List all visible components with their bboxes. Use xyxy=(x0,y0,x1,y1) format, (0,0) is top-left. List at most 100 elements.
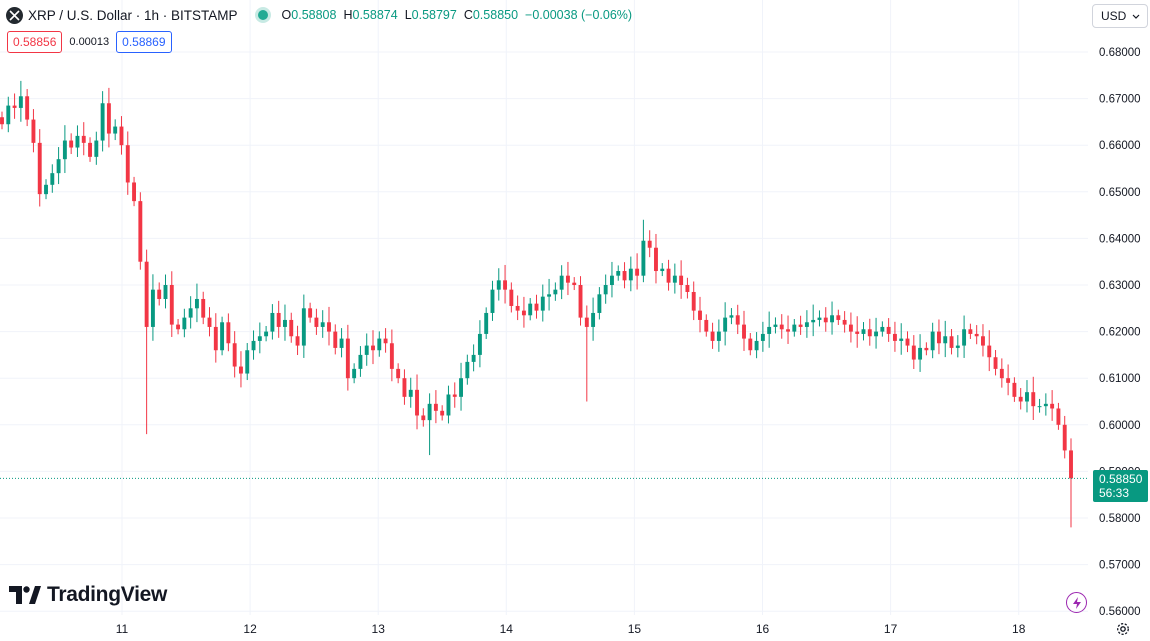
candle-body xyxy=(698,310,702,320)
candle-body xyxy=(962,329,967,346)
candle-body xyxy=(484,312,489,334)
candle-body xyxy=(786,329,790,332)
lightning-icon[interactable] xyxy=(1066,592,1087,613)
candle-body xyxy=(169,285,174,325)
candle-body xyxy=(616,271,621,276)
candle-body xyxy=(704,319,709,332)
candle-body xyxy=(75,135,80,148)
candle-body xyxy=(842,319,847,325)
candle-body xyxy=(1056,408,1061,425)
candle-body xyxy=(911,345,916,360)
candle-body xyxy=(320,322,325,327)
candle-body xyxy=(446,394,451,416)
candle-body xyxy=(377,338,382,351)
candle-body xyxy=(899,338,904,341)
candle-body xyxy=(471,354,476,362)
candle-body xyxy=(37,142,42,195)
y-tick-label: 0.61000 xyxy=(1099,373,1141,385)
candle-body xyxy=(779,324,784,330)
candle-body xyxy=(207,317,212,327)
x-tick-label: 12 xyxy=(243,622,257,636)
candle-body xyxy=(792,324,797,332)
candle-body xyxy=(301,308,306,346)
candle-body xyxy=(597,294,602,313)
candle-body xyxy=(654,247,658,272)
candle-body xyxy=(968,329,973,334)
currency-select[interactable]: USD xyxy=(1092,4,1148,28)
candle-body xyxy=(232,343,237,367)
candle-body xyxy=(163,285,168,299)
candle-body xyxy=(804,322,809,327)
candle-body xyxy=(18,96,23,108)
candle-body xyxy=(113,126,118,134)
candle-body xyxy=(748,338,753,351)
candle-body xyxy=(220,322,225,351)
candle-body xyxy=(264,331,269,337)
candle-body xyxy=(817,317,822,320)
x-tick-label: 14 xyxy=(500,622,514,636)
candle-body xyxy=(289,319,294,337)
brand-name: TradingView xyxy=(47,583,168,606)
spread-value: 0.00013 xyxy=(69,36,110,48)
candle-body xyxy=(660,268,665,272)
tradingview-logo[interactable]: TradingView xyxy=(9,583,167,607)
candle-body xyxy=(496,280,501,290)
candle-body xyxy=(918,347,923,360)
candle-body xyxy=(735,315,740,325)
candle-body xyxy=(635,268,640,276)
y-tick-label: 0.62000 xyxy=(1099,327,1141,339)
candle-body xyxy=(641,240,646,276)
candle-body xyxy=(823,317,828,323)
candle-body xyxy=(339,338,344,348)
candle-body xyxy=(182,317,187,330)
candle-body xyxy=(452,394,457,397)
candle-body xyxy=(1037,406,1042,408)
candle-body xyxy=(358,354,363,369)
candle-body xyxy=(534,303,539,311)
candle-body xyxy=(421,415,426,421)
candle-body xyxy=(440,410,445,416)
candle-body xyxy=(572,282,577,285)
candle-body xyxy=(213,326,218,351)
candle-body xyxy=(874,331,879,337)
gear-icon[interactable] xyxy=(1115,621,1131,641)
candle-body xyxy=(521,310,526,316)
candle-body xyxy=(666,268,671,283)
candle-body xyxy=(415,389,419,416)
sell-price-button[interactable]: 0.58856 xyxy=(7,31,63,53)
candle-body xyxy=(31,119,36,143)
candle-body xyxy=(144,261,149,327)
candle-body xyxy=(333,331,338,348)
candle-body xyxy=(672,275,677,283)
candle-body xyxy=(754,340,759,351)
candle-body xyxy=(867,329,872,337)
buy-price-button[interactable]: 0.58869 xyxy=(116,31,172,53)
x-tick-label: 18 xyxy=(1012,622,1026,636)
candle-body xyxy=(547,294,552,297)
candle-body xyxy=(528,303,533,316)
candle-body xyxy=(276,312,281,327)
y-tick-label: 0.63000 xyxy=(1099,280,1141,292)
live-status-icon xyxy=(257,10,268,20)
candle-body xyxy=(1031,392,1036,407)
candle-body xyxy=(679,275,684,285)
candle-body xyxy=(540,296,545,311)
candle-body xyxy=(50,173,55,185)
y-tick-label: 0.65000 xyxy=(1099,187,1141,199)
candle-body xyxy=(1006,378,1011,383)
chart-header: XRP / U.S. Dollar · 1h · BITSTAMP O0.588… xyxy=(6,6,639,24)
candle-body xyxy=(685,285,690,292)
candle-body xyxy=(848,324,853,332)
candle-body xyxy=(345,338,350,379)
candle-body xyxy=(477,333,482,355)
candle-body xyxy=(194,298,199,309)
candle-body xyxy=(886,326,891,334)
x-tick-label: 13 xyxy=(372,622,386,636)
candle-body xyxy=(157,289,162,299)
candle-body xyxy=(930,331,935,351)
y-tick-label: 0.57000 xyxy=(1099,560,1141,572)
y-tick-label: 0.58000 xyxy=(1099,513,1141,525)
candle-body xyxy=(352,368,357,379)
symbol-title[interactable]: XRP / U.S. Dollar · 1h · BITSTAMP xyxy=(28,7,238,23)
